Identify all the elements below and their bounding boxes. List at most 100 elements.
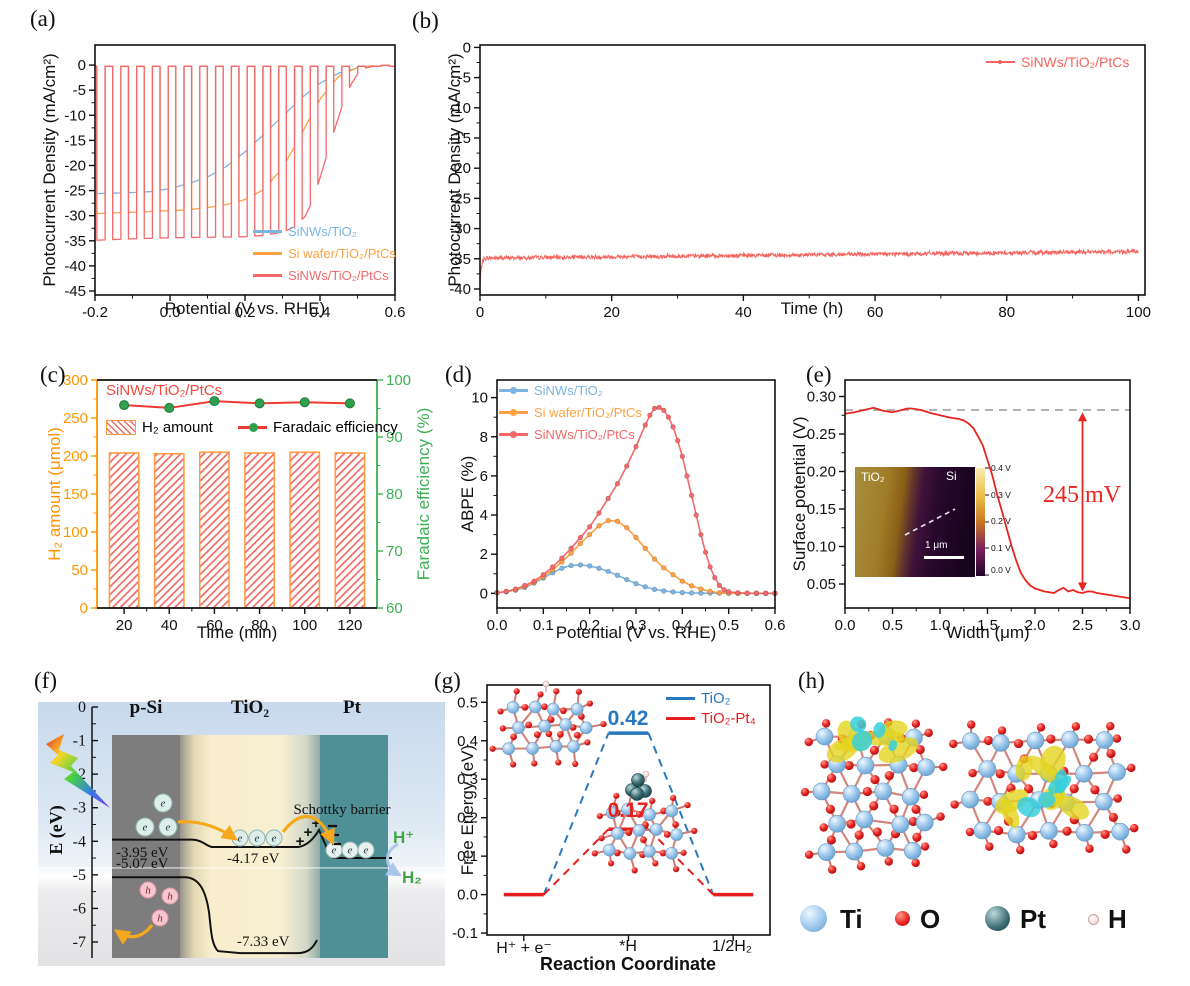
f-valence-band (112, 876, 318, 955)
d-legend-label: SiNWs/TiO₂ (534, 383, 603, 398)
c-legend-line-dot (238, 422, 267, 433)
g-y-axis-title: Free Energy (eV) (458, 744, 477, 876)
d-marker (540, 572, 547, 578)
f-h-plus-label: H⁺ (393, 828, 415, 847)
svg-text:-45: -45 (64, 283, 86, 300)
panel-label-c: (c) (40, 362, 66, 387)
e-axes: 0.05 0.10 0.15 0.20 0.25 0.30 0.0 0.5 1.0 1.5 2.0 2… (807, 389, 1141, 635)
d-marker (670, 572, 676, 578)
d-y-axis-title: ABPE (%) (458, 455, 477, 533)
d-x-axis-title: Potential (V vs. RHE) (555, 623, 717, 642)
d-legend-label: Si wafer/TiO₂/PtCs (534, 405, 642, 420)
panel-f-band-diagram: 0-1-2-3-4-5-6-7ee ee e ee e eh hh+++ (38, 699, 445, 966)
c-y-axis-title: H₂ amount (μmol) (45, 427, 64, 561)
f-region-label-psi: p-Si (129, 697, 163, 718)
d-marker (651, 405, 658, 412)
a-legend-label: Si wafer/TiO₂/PtCs (288, 246, 396, 261)
svg-text:0.30: 0.30 (807, 389, 836, 406)
d-marker (661, 407, 667, 414)
svg-text:+: + (304, 824, 313, 841)
svg-text:0.20: 0.20 (807, 464, 836, 481)
svg-text:20: 20 (116, 617, 133, 634)
d-marker (712, 574, 718, 581)
h-charge-density-structure-right (949, 720, 1139, 855)
h-legend-ti-label: Ti (840, 904, 863, 934)
a-legend-line-red (253, 270, 282, 281)
c-axes: 0 50 100 150 200 250 300 60 70 80 90 100 20 40 60 80 100… (63, 372, 411, 634)
svg-text:-20: -20 (449, 160, 471, 177)
d-marker (688, 590, 695, 596)
svg-text:0.3: 0.3 (457, 771, 478, 788)
f-carrier (248, 829, 266, 847)
panel-label-b: (b) (412, 8, 439, 33)
d-marker (707, 564, 713, 570)
svg-text:20: 20 (603, 304, 620, 321)
c-bar-20min (108, 452, 140, 609)
svg-text:+: + (312, 815, 321, 832)
svg-text:-20: -20 (64, 157, 86, 174)
panel-label-g: (g) (434, 668, 461, 693)
d-marker (624, 576, 630, 583)
panel-h-structures (800, 716, 1139, 874)
f-carrier (151, 909, 169, 927)
h-legend-h-label: H (1108, 904, 1127, 934)
d-legend-line-blue (499, 385, 528, 396)
c-legend-item-h2-amount: H₂ amount (106, 419, 213, 436)
f-level-label-vb-tio2: -7.33 eV (237, 934, 290, 950)
e-inset-dashed-line (904, 508, 956, 536)
d-marker (688, 583, 695, 589)
f-region-label-pt: Pt (343, 697, 361, 718)
d-marker (725, 589, 732, 595)
svg-text:0.0: 0.0 (160, 304, 181, 321)
d-marker (670, 589, 676, 595)
d-marker (577, 562, 584, 568)
d-marker (661, 565, 667, 571)
svg-text:90: 90 (386, 429, 403, 446)
svg-text:-30: -30 (449, 221, 471, 238)
e-inset-label-tio2: TiO₂ (861, 470, 885, 484)
panel-label-f: (f) (34, 668, 57, 693)
c-faradaic-line (124, 400, 350, 409)
a-legend-item-sinws-tio2-ptcs: SiNWs/TiO₂/PtCs (253, 268, 389, 283)
panel-label-a: (a) (30, 6, 56, 31)
d-marker (586, 524, 593, 530)
svg-text:-5: -5 (458, 70, 471, 87)
svg-text:-0.2: -0.2 (82, 304, 108, 321)
d-marker (614, 481, 621, 487)
h-legend-ti-sphere (800, 905, 827, 932)
d-legend-item-siwafer: Si wafer/TiO₂/PtCs (499, 405, 642, 420)
c-faradaic-point (344, 398, 355, 409)
g-inset-tio2-structure (489, 680, 607, 768)
d-marker (665, 414, 672, 420)
svg-text:e: e (166, 822, 171, 834)
d-marker (596, 510, 602, 516)
f-region-label-tio2: TiO₂ (230, 697, 270, 718)
svg-text:-35: -35 (449, 251, 471, 268)
svg-text:2.0: 2.0 (1025, 617, 1046, 634)
g-pt4-dash-1 (543, 828, 610, 896)
svg-text:h: h (145, 885, 151, 897)
svg-text:0: 0 (78, 57, 86, 74)
panel-label-d: (d) (445, 362, 472, 387)
svg-text:e: e (238, 833, 243, 845)
e-annotation-245mV: 245 mV (1043, 482, 1121, 508)
svg-text:200: 200 (63, 448, 88, 465)
svg-text:-6: -6 (73, 900, 86, 917)
f-carrier (158, 817, 178, 837)
svg-text:60: 60 (867, 304, 884, 321)
d-series-2 (496, 406, 775, 595)
d-marker (735, 590, 741, 596)
g-category-half-h2: 1/2H₂ (711, 938, 752, 955)
svg-text:0.4: 0.4 (310, 304, 331, 321)
panel-label-e: (e) (806, 362, 832, 387)
d-marker (568, 545, 574, 552)
panel-b-plot: 0 -5 -10 -15 -20 -25 -30 -35 -40 0 20 40 60 80 100 (449, 39, 1151, 321)
svg-text:80: 80 (386, 486, 403, 503)
e-colorbar-tick-03: 0.3 V (991, 490, 1011, 500)
svg-text:e: e (272, 833, 277, 845)
d-marker (614, 518, 621, 525)
svg-text:-10: -10 (64, 107, 86, 124)
svg-text:-0.1: -0.1 (452, 925, 478, 942)
d-marker (559, 565, 565, 571)
